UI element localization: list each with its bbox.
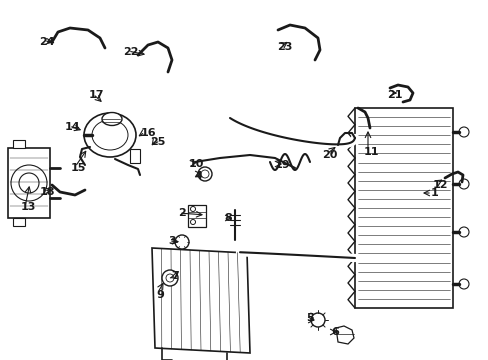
Text: 9: 9 [156, 290, 163, 300]
Text: 2: 2 [178, 208, 185, 218]
Bar [13, 218, 25, 226]
Text: 17: 17 [88, 90, 103, 100]
Text: 19: 19 [275, 160, 290, 170]
Text: 18: 18 [39, 187, 55, 197]
Text: 6: 6 [330, 327, 338, 337]
Polygon shape [335, 326, 353, 344]
Ellipse shape [92, 120, 128, 150]
Text: 3: 3 [168, 236, 176, 246]
Text: 13: 13 [20, 202, 36, 212]
Text: 5: 5 [305, 313, 313, 323]
Text: 11: 11 [363, 147, 378, 157]
Text: 1: 1 [430, 188, 438, 198]
Text: 20: 20 [322, 150, 337, 160]
Text: 21: 21 [386, 90, 402, 100]
Text: 25: 25 [150, 137, 165, 147]
Text: 8: 8 [224, 213, 231, 223]
Bar [8, 148, 50, 218]
Bar [187, 205, 205, 227]
Text: 24: 24 [39, 37, 55, 47]
Circle shape [310, 313, 325, 327]
Text: 23: 23 [277, 42, 292, 52]
Circle shape [162, 270, 178, 286]
Circle shape [198, 167, 212, 181]
Bar [13, 140, 25, 148]
Circle shape [175, 235, 189, 249]
Ellipse shape [102, 112, 122, 126]
Text: 15: 15 [70, 163, 85, 173]
Text: 7: 7 [171, 271, 179, 281]
Polygon shape [152, 248, 249, 353]
Text: 22: 22 [123, 47, 139, 57]
Text: 4: 4 [194, 171, 202, 181]
Text: 12: 12 [431, 180, 447, 190]
Bar [354, 108, 452, 308]
Bar [130, 149, 140, 163]
Text: 16: 16 [140, 128, 156, 138]
Ellipse shape [84, 113, 136, 157]
Text: 10: 10 [188, 159, 203, 169]
Text: 14: 14 [64, 122, 80, 132]
